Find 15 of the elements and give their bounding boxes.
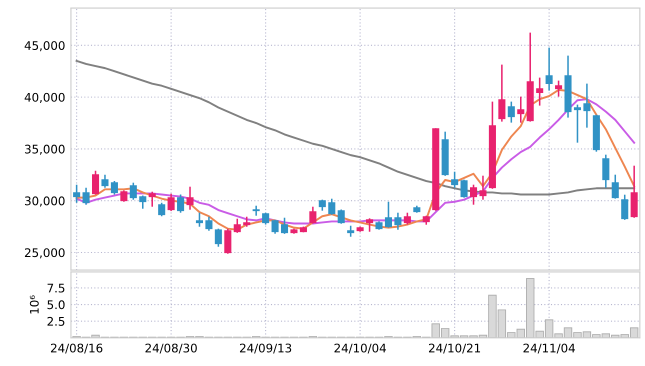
y-tick-label: 25,000: [24, 248, 65, 258]
y-tick-label: 45,000: [24, 41, 65, 52]
x-tick-label: 24/08/16: [50, 344, 102, 354]
x-tick-label: 24/10/04: [334, 344, 386, 354]
y-axis-title: 10⁶: [30, 295, 39, 314]
y-tick-label: 2.5: [47, 316, 64, 326]
y-tick-label: 5.0: [48, 300, 65, 310]
x-tick-label: 24/10/21: [428, 344, 480, 354]
y-tick-label: 40,000: [24, 92, 65, 103]
x-tick-label: 24/11/04: [523, 344, 575, 354]
x-tick-label: 24/09/13: [240, 344, 292, 354]
y-tick-label: 35,000: [24, 144, 65, 155]
y-tick-label: 30,000: [24, 196, 65, 207]
x-tick-label: 24/08/30: [145, 344, 197, 354]
y-tick-label: 7.5: [48, 284, 64, 293]
